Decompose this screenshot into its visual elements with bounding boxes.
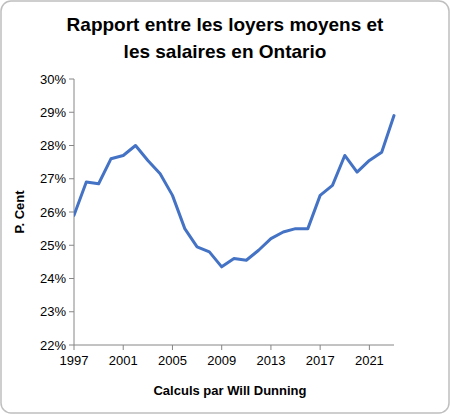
x-tick bbox=[123, 345, 124, 350]
y-tick-label: 29% bbox=[40, 105, 66, 120]
plot-area bbox=[74, 116, 394, 267]
x-tick bbox=[74, 345, 75, 350]
y-tick bbox=[69, 178, 74, 179]
chart-title: Rapport entre les loyers moyens etles sa… bbox=[67, 14, 384, 62]
y-tick-label: 23% bbox=[40, 304, 66, 319]
x-tick-label: 2021 bbox=[355, 353, 384, 368]
chart-frame bbox=[1, 1, 449, 413]
y-tick-label: 27% bbox=[40, 171, 66, 186]
x-tick-label: 2017 bbox=[306, 353, 335, 368]
y-tick bbox=[69, 345, 74, 346]
y-tick bbox=[69, 145, 74, 146]
x-tick bbox=[221, 345, 222, 350]
y-tick-label: 30% bbox=[40, 72, 66, 87]
x-tick bbox=[270, 345, 271, 350]
y-tick bbox=[69, 245, 74, 246]
x-tick bbox=[320, 345, 321, 350]
x-axis-label: Calculs par Will Dunning bbox=[153, 383, 306, 398]
y-tick-label: 28% bbox=[40, 138, 66, 153]
x-tick bbox=[172, 345, 173, 350]
y-tick bbox=[69, 112, 74, 113]
x-axis-line bbox=[74, 345, 394, 346]
x-tick bbox=[369, 345, 370, 350]
y-tick bbox=[69, 311, 74, 312]
x-tick-label: 2001 bbox=[109, 353, 138, 368]
y-tick-label: 26% bbox=[40, 205, 66, 220]
data-line bbox=[74, 116, 394, 267]
x-tick-label: 1997 bbox=[60, 353, 89, 368]
chart-svg: Rapport entre les loyers moyens etles sa… bbox=[0, 0, 450, 414]
y-tick-label: 24% bbox=[40, 271, 66, 286]
y-axis-label: P. Cent bbox=[12, 190, 27, 234]
y-tick-label: 25% bbox=[40, 238, 66, 253]
x-tick-label: 2005 bbox=[158, 353, 187, 368]
chart-container: Rapport entre les loyers moyens etles sa… bbox=[0, 0, 450, 414]
y-tick bbox=[69, 212, 74, 213]
x-tick-label: 2009 bbox=[207, 353, 236, 368]
y-tick-label: 22% bbox=[40, 338, 66, 353]
y-tick bbox=[69, 79, 74, 80]
x-tick-label: 2013 bbox=[256, 353, 285, 368]
y-tick bbox=[69, 278, 74, 279]
